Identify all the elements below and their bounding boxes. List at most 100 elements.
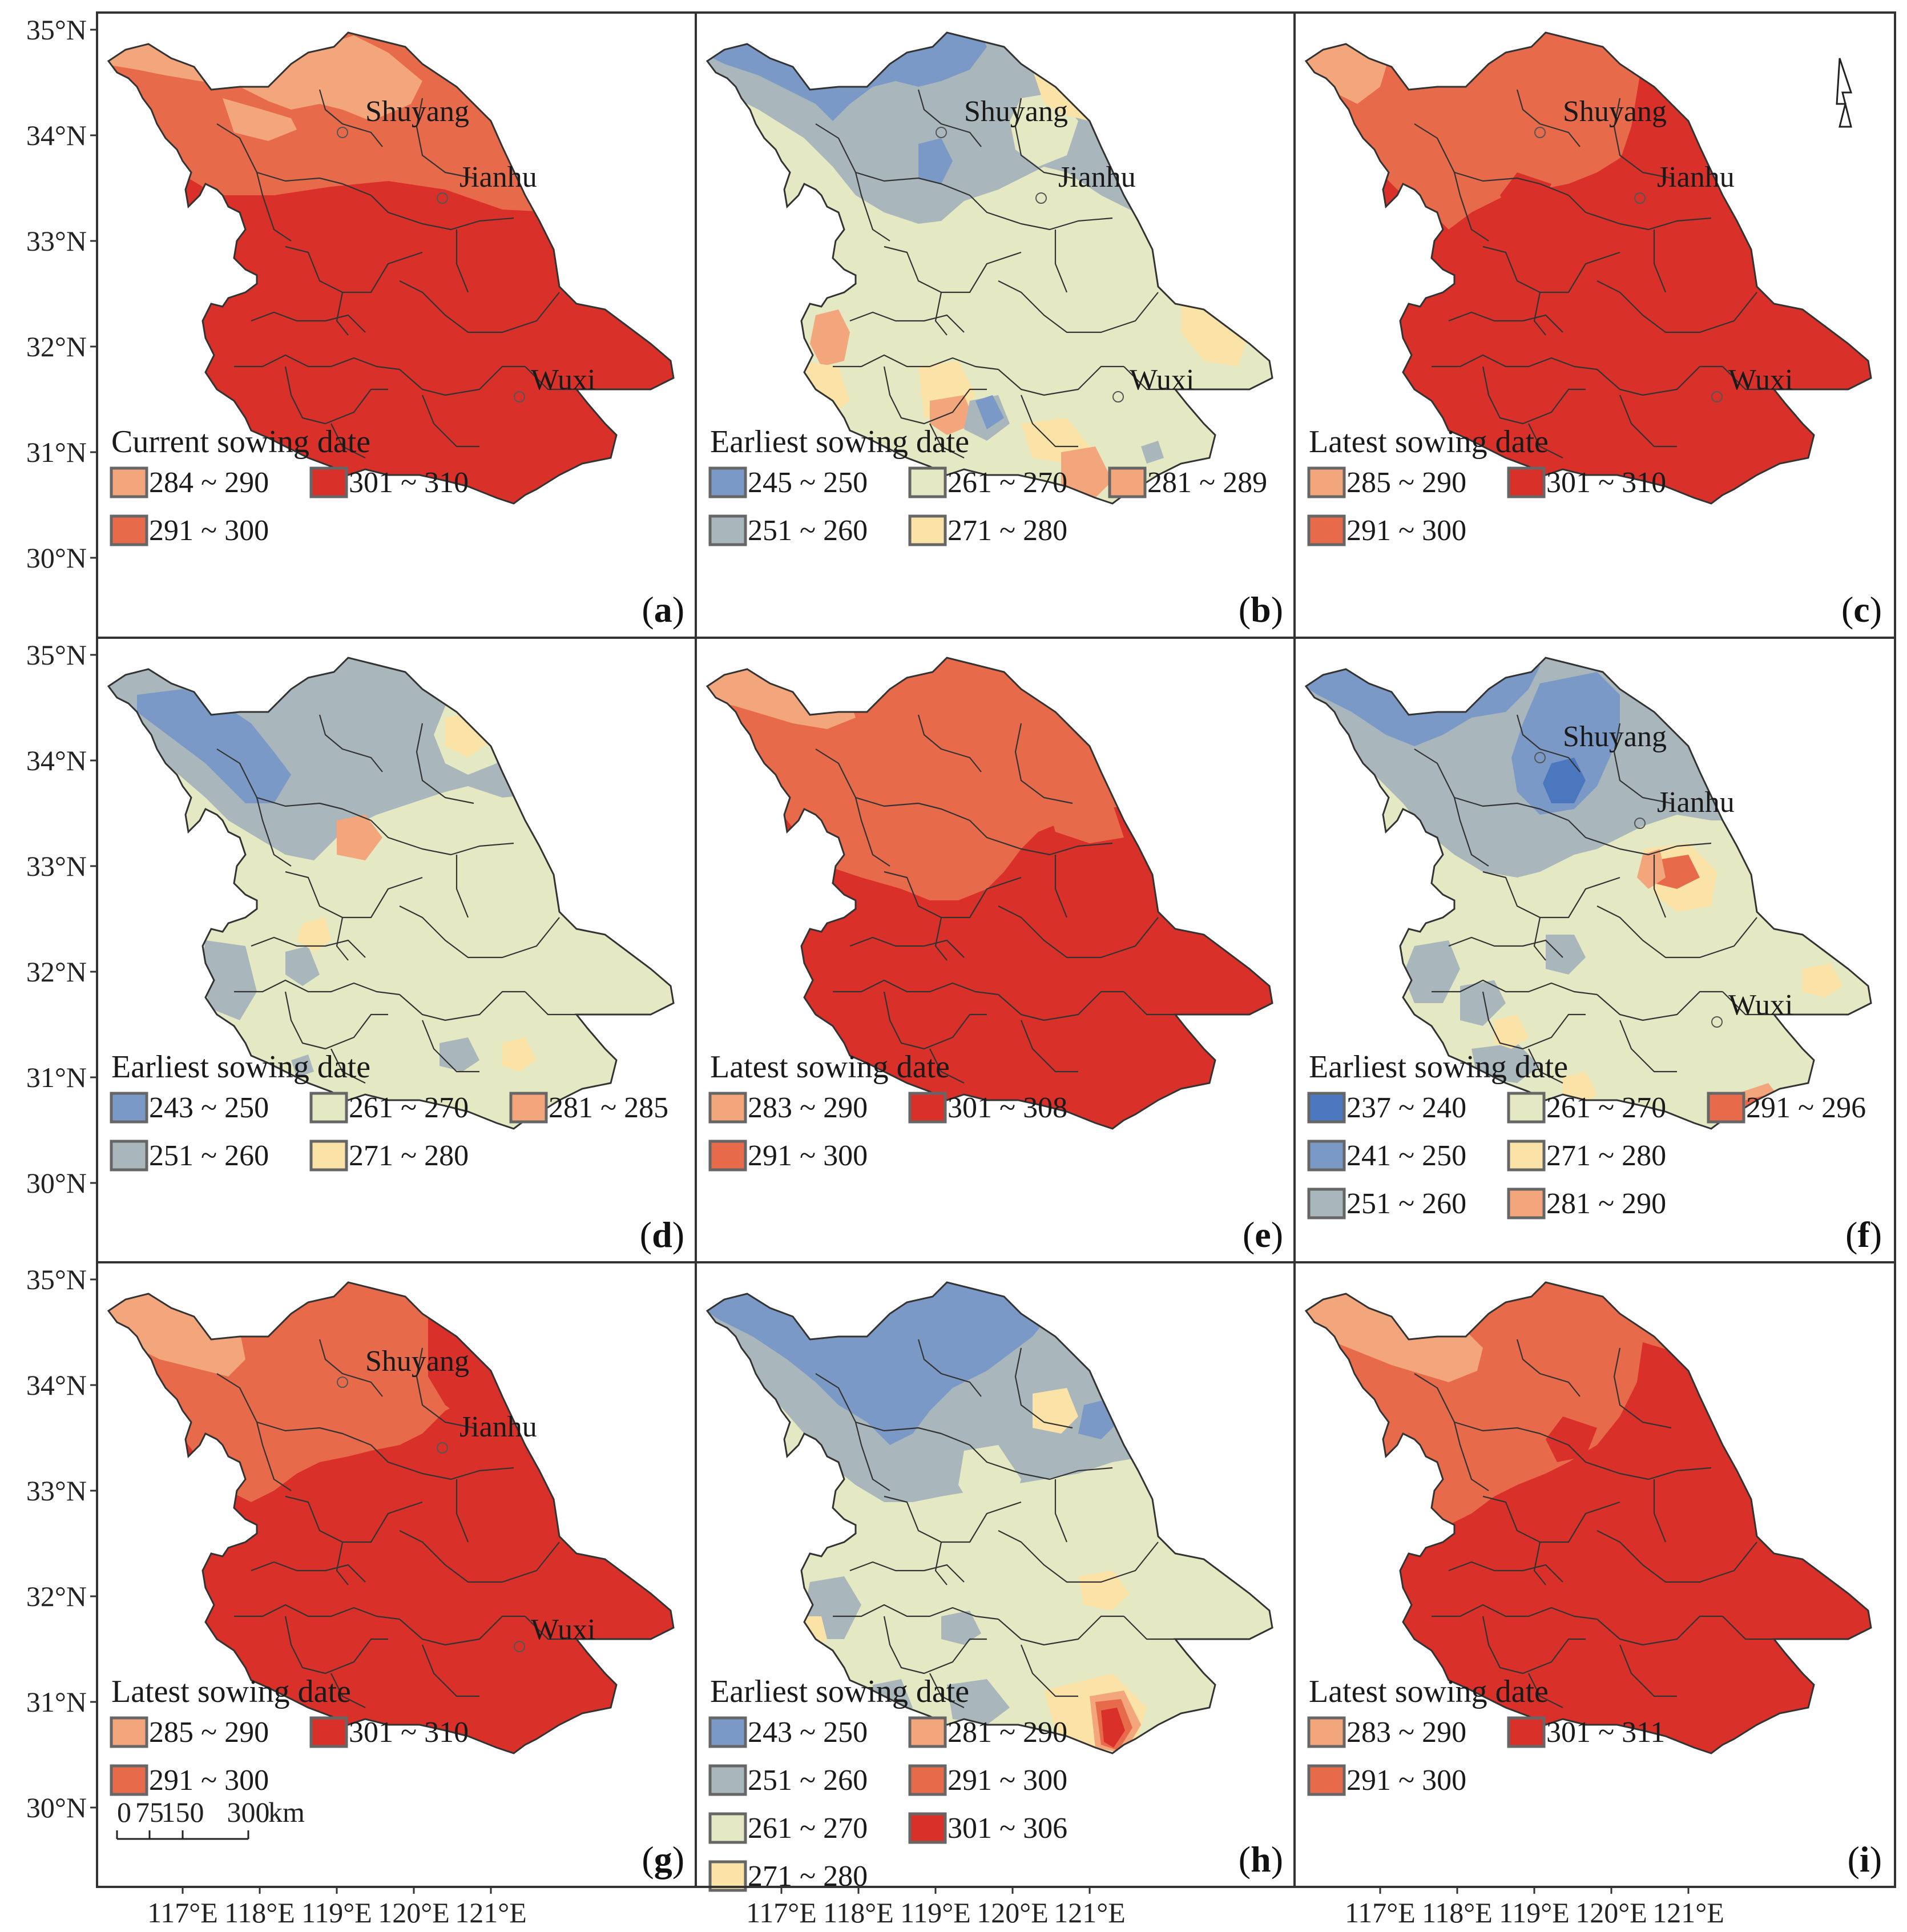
legend-swatch-orange [110,1764,148,1796]
city-marker [1711,391,1723,402]
boundary-line [855,171,970,196]
zone-yellow [1803,963,1843,997]
zone-grey [947,1679,1010,1725]
boundary-line [1414,1373,1489,1491]
zone-yellow [1494,1015,1529,1049]
longitude-label: 119°E [900,1897,971,1929]
boundary-line [883,991,987,1050]
legend: Earliest sowing date 245 ~ 250 251 ~ 260 26… [708,424,1267,547]
panel-a: Shuyang Jianhu Wuxi Current sowing date 284 … [107,31,684,630]
latitude-label: 34°N [26,119,87,151]
legend-swatch-green [309,1092,348,1124]
boundary-line [1014,723,1073,804]
boundary-line [399,1530,560,1583]
legend-swatch-red [309,1716,348,1748]
boundary-line [1454,171,1569,196]
legend-title: Latest sowing date [1309,1674,1549,1709]
province-outline [705,1281,1273,1754]
boundary-line [399,1615,525,1646]
legend-swatch-yellow [309,1140,348,1172]
legend-swatch-green [1507,1092,1546,1124]
boundary-line [416,1347,474,1429]
city-label-jianhu: Jianhu [459,161,537,194]
legend-item-label: 261 ~ 270 [948,466,1067,499]
legend-swatch-orange [110,514,148,546]
legend-item-label: 261 ~ 270 [748,1812,868,1845]
zone-blue [975,395,1004,429]
panel-letter: (g) [642,1839,684,1879]
boundary-line [1596,1615,1723,1646]
boundary-line [1596,991,1723,1021]
city-label-shuyang: Shuyang [964,95,1068,128]
province-outline [1304,657,1872,1130]
boundary-line [416,723,474,804]
legend-item-label: 251 ~ 260 [149,1140,269,1172]
latitude-label: 30°N [26,542,87,574]
zone-blue [1511,672,1620,815]
legend-title: Earliest sowing date [710,1674,969,1709]
frame-layer [96,11,1896,1888]
city-marker [1634,818,1646,829]
zone-peach [108,1282,245,1376]
legend-item-label: 283 ~ 290 [748,1092,868,1124]
legend-item-label: 301 ~ 310 [1546,466,1666,499]
county-boundaries [1414,89,1774,458]
boundary-line [1054,855,1068,918]
legend-swatch-green [908,466,947,498]
legend-swatch-peach [1507,1188,1546,1219]
city-marker [1634,192,1646,204]
county-boundaries [815,714,1175,1084]
boundary-line [284,366,388,425]
legend-item-label: 291 ~ 300 [149,1764,269,1797]
legend-title: Current sowing date [111,424,370,460]
boundary-line [455,855,469,918]
boundary-line [455,1479,469,1543]
province-outline [1304,31,1872,505]
boundary-line [1613,723,1672,804]
legend-item-label: 281 ~ 285 [549,1092,668,1124]
boundary-line [998,991,1124,1021]
legend-swatch-blue [708,1716,747,1748]
province-outline [705,31,1273,505]
province-outline [107,657,675,1130]
boundary-line [399,365,525,396]
city-label-jianhu: Jianhu [1657,161,1735,194]
boundary-line [934,917,948,961]
city-marker [1035,192,1047,204]
boundary-line [336,292,349,336]
legend-item-label: 251 ~ 260 [748,1764,868,1797]
boundary-line [1014,98,1073,179]
boundary-line [1528,1673,1563,1708]
province-outline [1304,1281,1872,1754]
zone-grey [285,946,320,986]
boundary-line [251,936,366,958]
zone-grey [1471,1043,1540,1083]
panel-g: Shuyang Jianhu Wuxi Latest sowing date 285 ~… [107,1281,684,1879]
boundary-line [1432,979,1598,996]
boundary-line [998,905,1159,959]
boundary-line [1482,991,1586,1050]
city-label-jianhu: Jianhu [1058,161,1136,194]
boundary-line [1054,230,1068,293]
legend: Latest sowing date 283 ~ 290 291 ~ 300 301 … [708,1049,1067,1172]
legend-item-label: 261 ~ 270 [349,1092,469,1124]
longitude-label: 120°E [1575,1897,1647,1929]
city-label-wuxi: Wuxi [1130,364,1194,396]
boundary-line [855,796,970,822]
legend-swatch-blue [708,466,747,498]
zone-peach [337,815,382,860]
longitude-label: 119°E [1499,1897,1570,1929]
boundary-line [998,1530,1159,1583]
zone-yellow [1181,292,1249,367]
legend-item-label: 291 ~ 300 [149,514,269,547]
boundary-line [1533,1541,1546,1585]
zone-red [1101,1708,1125,1748]
legend-swatch-red [908,1812,947,1844]
boundary-line [883,366,987,425]
legend: Latest sowing date 283 ~ 290 291 ~ 300 301 … [1307,1674,1665,1797]
zone-darkblue [1543,758,1586,803]
panel-letter: (i) [1848,1839,1882,1879]
legend-swatch-peach [1108,466,1147,498]
boundary-line [1619,395,1677,448]
boundary-line [370,1444,514,1480]
